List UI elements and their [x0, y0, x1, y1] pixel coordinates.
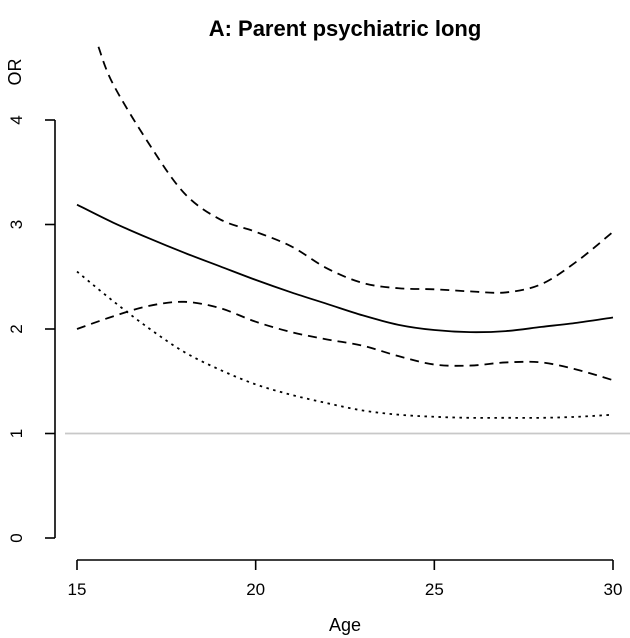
y-tick-label-1: 1 — [7, 429, 26, 438]
y-tick-label-2: 2 — [7, 324, 26, 333]
series-line-1-solid — [76, 203, 614, 334]
x-tick-label-15: 15 — [68, 580, 87, 599]
x-axis-label: Age — [329, 615, 361, 635]
y-tick-label-3: 3 — [7, 220, 26, 229]
y-axis-label: OR — [5, 58, 25, 85]
x-tick-label-25: 25 — [425, 580, 444, 599]
x-tick-label-20: 20 — [246, 580, 265, 599]
plot-layer — [65, 46, 630, 435]
axes-layer: 15 20 25 30 0 1 2 3 4 — [7, 115, 622, 599]
series-line-4-dotted — [76, 270, 614, 419]
x-tick-label-30: 30 — [604, 580, 623, 599]
y-tick-label-4: 4 — [7, 115, 26, 124]
series-line-3-dashed — [76, 300, 614, 382]
series-line-2-dashed — [97, 46, 614, 294]
y-tick-label-0: 0 — [7, 533, 26, 542]
chart-title: A: Parent psychiatric long — [209, 16, 482, 41]
